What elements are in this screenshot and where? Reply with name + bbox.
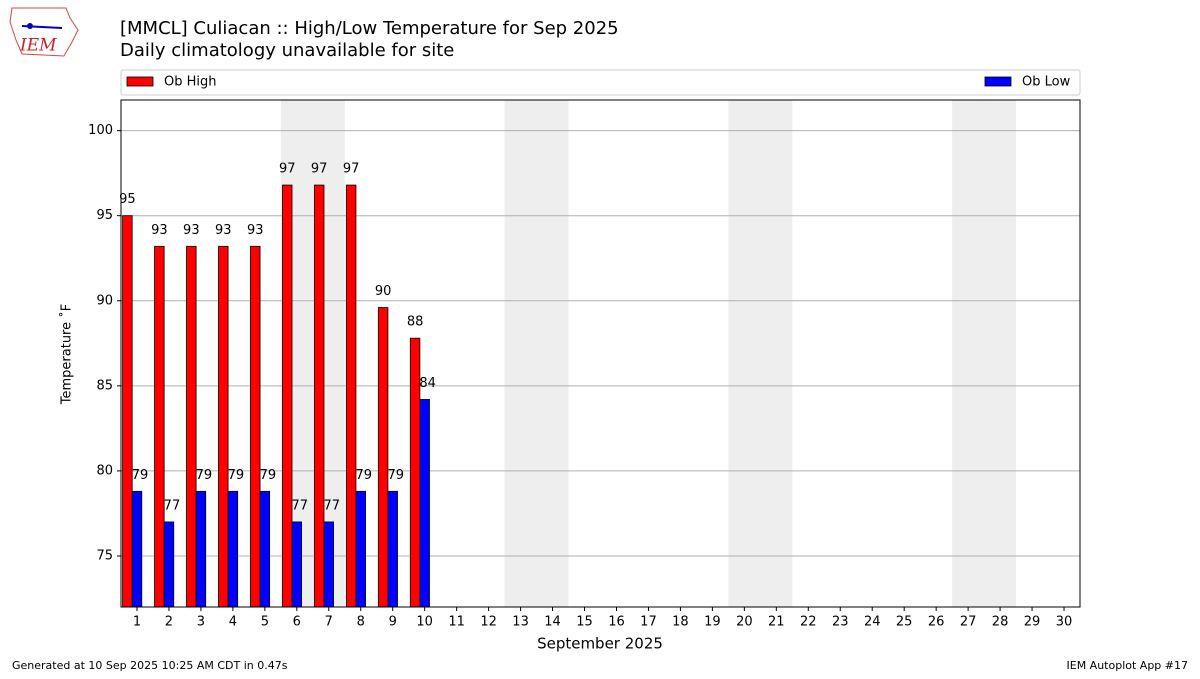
x-tick-label: 29 xyxy=(1024,615,1041,630)
x-tick-label: 22 xyxy=(800,615,817,630)
value-label: 95 xyxy=(119,192,136,207)
legend-swatch xyxy=(126,76,154,87)
x-tick-label: 19 xyxy=(704,615,721,630)
x-tick-label: 12 xyxy=(480,615,497,630)
value-label: 93 xyxy=(247,223,264,238)
x-tick-label: 1 xyxy=(133,615,141,630)
bar xyxy=(163,521,175,608)
value-label: 79 xyxy=(355,468,372,483)
x-tick-label: 25 xyxy=(896,615,913,630)
y-tick-label: 90 xyxy=(96,293,113,308)
x-tick-label: 3 xyxy=(197,615,205,630)
value-label: 79 xyxy=(260,468,277,483)
value-label: 90 xyxy=(375,284,392,299)
y-tick-label: 80 xyxy=(96,463,113,478)
chart-title: [MMCL] Culiacan :: High/Low Temperature … xyxy=(120,18,619,39)
x-tick-label: 9 xyxy=(389,615,397,630)
bar xyxy=(291,521,303,608)
x-tick-label: 8 xyxy=(357,615,365,630)
bar xyxy=(259,490,271,608)
value-label: 84 xyxy=(419,376,436,391)
x-tick-label: 16 xyxy=(608,615,625,630)
bar xyxy=(154,245,165,608)
x-tick-label: 5 xyxy=(261,615,269,630)
value-label: 77 xyxy=(292,498,309,513)
bar xyxy=(122,215,133,608)
x-tick-label: 15 xyxy=(576,615,593,630)
x-tick-label: 23 xyxy=(832,615,849,630)
logo: IEM xyxy=(9,7,79,57)
x-tick-label: 30 xyxy=(1056,615,1073,630)
x-tick-label: 6 xyxy=(293,615,301,630)
plot-frame xyxy=(120,99,1081,608)
value-label: 97 xyxy=(311,162,328,177)
weekend-band xyxy=(728,100,793,607)
value-label: 79 xyxy=(196,468,213,483)
bar xyxy=(345,184,357,608)
x-tick-label: 20 xyxy=(736,615,753,630)
value-label: 93 xyxy=(151,223,168,238)
bar xyxy=(227,490,239,608)
x-tick-label: 10 xyxy=(416,615,433,630)
x-tick-label: 28 xyxy=(992,615,1009,630)
x-tick-label: 13 xyxy=(512,615,529,630)
bar xyxy=(377,307,389,608)
bar xyxy=(250,245,261,608)
value-label: 93 xyxy=(183,223,200,238)
logo-text: IEM xyxy=(19,36,57,56)
y-tick-label: 75 xyxy=(96,548,113,563)
footer-left: Generated at 10 Sep 2025 10:25 AM CDT in… xyxy=(12,659,288,672)
weekend-band xyxy=(952,100,1017,607)
legend xyxy=(120,69,1081,96)
x-tick-label: 7 xyxy=(325,615,333,630)
value-label: 88 xyxy=(407,315,424,330)
x-tick-label: 24 xyxy=(864,615,881,630)
y-axis-label: Temperature ˚F xyxy=(59,304,75,405)
value-label: 97 xyxy=(343,162,360,177)
value-label: 79 xyxy=(387,468,404,483)
x-tick-label: 11 xyxy=(448,615,465,630)
value-label: 93 xyxy=(215,223,232,238)
x-tick-label: 21 xyxy=(768,615,785,630)
legend-label: Ob High xyxy=(164,75,217,90)
value-label: 97 xyxy=(279,162,296,177)
x-tick-label: 27 xyxy=(960,615,977,630)
y-tick-label: 85 xyxy=(96,378,113,393)
x-tick-label: 17 xyxy=(640,615,657,630)
bar xyxy=(355,490,366,608)
bar xyxy=(186,245,197,608)
chart-subtitle: Daily climatology unavailable for site xyxy=(120,40,454,61)
bar xyxy=(131,490,143,608)
value-label: 77 xyxy=(164,498,181,513)
weekend-band xyxy=(504,100,569,607)
bar xyxy=(419,399,430,608)
x-axis-label: September 2025 xyxy=(537,635,663,653)
value-label: 79 xyxy=(228,468,245,483)
bar xyxy=(195,490,207,608)
bar xyxy=(323,521,334,608)
x-tick-label: 2 xyxy=(165,615,173,630)
x-tick-label: 26 xyxy=(928,615,945,630)
bar xyxy=(387,490,398,608)
legend-label: Ob Low xyxy=(1022,75,1071,90)
legend-swatch xyxy=(984,76,1012,87)
value-label: 79 xyxy=(132,468,149,483)
x-tick-label: 14 xyxy=(544,615,561,630)
bar xyxy=(313,184,325,608)
footer-right: IEM Autoplot App #17 xyxy=(1067,659,1189,672)
x-tick-label: 18 xyxy=(672,615,689,630)
bar xyxy=(282,184,293,608)
y-tick-label: 95 xyxy=(96,208,113,223)
bar xyxy=(218,245,229,608)
y-tick-label: 100 xyxy=(88,123,113,138)
x-tick-label: 4 xyxy=(229,615,237,630)
value-label: 77 xyxy=(324,498,341,513)
